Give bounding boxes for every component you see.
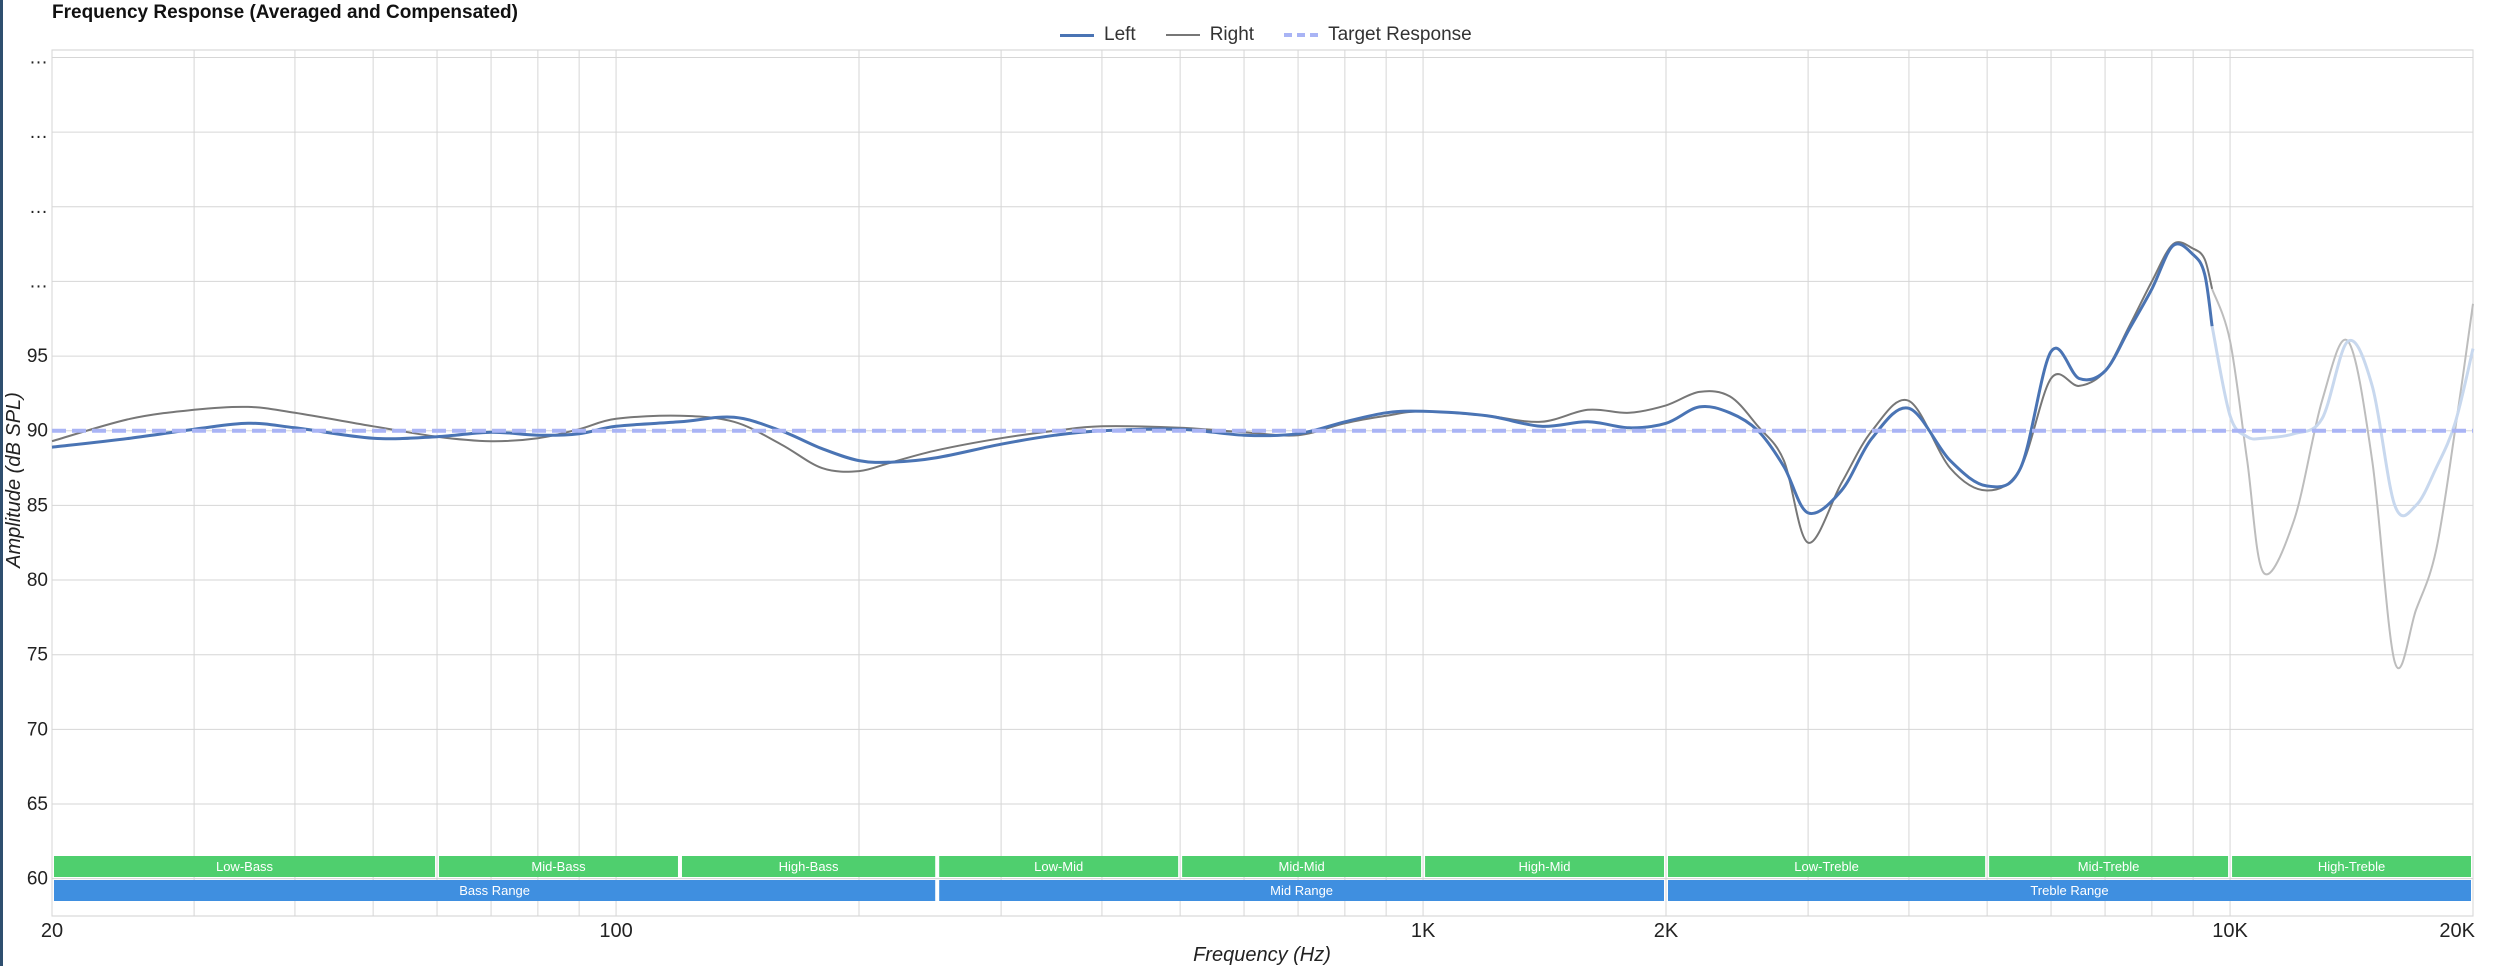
legend-swatch-left — [1060, 33, 1094, 37]
series-line-right-faded — [2211, 288, 2474, 670]
y-tick-label: 75 — [27, 645, 48, 666]
band-label: Treble Range — [2030, 883, 2108, 898]
x-tick-label: 20K — [2439, 920, 2475, 942]
band-mid-bass — [439, 856, 678, 877]
band-label: Mid-Treble — [2078, 859, 2140, 874]
band-label: High-Treble — [2318, 859, 2385, 874]
x-axis-title: Frequency (Hz) — [1193, 944, 1331, 966]
band-low-treble — [1668, 856, 1986, 877]
band-label: Mid Range — [1270, 883, 1333, 898]
y-tick-labels: 60 65 70 75 80 85 90 95 … … … … — [27, 47, 48, 889]
band-mid-mid — [1182, 856, 1422, 877]
legend-label-left: Left — [1104, 24, 1136, 45]
y-tick-label: … — [29, 47, 48, 68]
band-label: Low-Treble — [1794, 859, 1859, 874]
series-line-left — [51, 242, 2214, 516]
band-low-mid — [939, 856, 1179, 877]
legend-item-target[interactable]: Target Response — [1284, 24, 1472, 46]
y-tick-label: 95 — [27, 346, 48, 367]
band-mid-treble — [1989, 856, 2229, 877]
y-axis-title: Amplitude (dB SPL) — [3, 392, 25, 569]
y-tick-label: … — [29, 197, 48, 218]
band-label: Mid-Mid — [1278, 859, 1324, 874]
plot-frame — [51, 49, 2474, 917]
band-label: High-Mid — [1519, 859, 1571, 874]
legend-swatch-right — [1165, 34, 1200, 36]
y-tick-label: 90 — [27, 421, 48, 442]
y-tick-label: 65 — [27, 794, 48, 815]
x-tick-label: 10K — [2212, 920, 2248, 942]
band-mid-range — [939, 880, 1664, 901]
legend-item-right[interactable]: Right — [1165, 24, 1255, 46]
band-label: Mid-Bass — [531, 859, 586, 874]
band-treble-range — [1668, 880, 2471, 901]
band-label: Low-Mid — [1034, 859, 1083, 874]
y-tick-label: … — [29, 122, 48, 143]
x-tick-label: 20 — [41, 920, 63, 942]
band-low-bass — [54, 856, 436, 877]
band-high-mid — [1425, 856, 1664, 877]
band-high-treble — [2232, 856, 2471, 877]
band-bass-range — [54, 880, 936, 901]
band-high-bass — [681, 856, 936, 877]
series-line-right — [51, 241, 2214, 544]
band-label: Low-Bass — [216, 859, 274, 874]
band-label: High-Bass — [779, 859, 839, 874]
x-tick-label: 100 — [599, 920, 632, 942]
grid-lines — [51, 49, 2474, 917]
chart-title: Frequency Response (Averaged and Compens… — [52, 2, 518, 23]
y-tick-label: 70 — [27, 719, 48, 740]
legend-item-left[interactable]: Left — [1060, 24, 1136, 46]
frequency-bands: Low-Bass Mid-Bass High-Bass Low-Mid Mid-Mid H… — [54, 856, 2471, 901]
legend-label-target: Target Response — [1328, 24, 1472, 45]
series-line-left-faded — [2210, 325, 2475, 518]
y-tick-label: … — [29, 271, 48, 292]
x-tick-label: 1K — [1411, 920, 1436, 942]
legend-label-right: Right — [1209, 24, 1255, 45]
window-left-edge — [0, 0, 3, 966]
y-tick-label: 85 — [27, 495, 48, 516]
x-tick-label: 2K — [1654, 920, 1679, 942]
y-tick-label: 80 — [27, 570, 48, 591]
legend-swatch-target — [1284, 33, 1319, 37]
x-tick-labels: 20 100 1K 2K 10K 20K — [41, 920, 2476, 942]
chart-legend: Left Right Target Response — [1060, 24, 1472, 46]
band-label: Bass Range — [459, 883, 530, 898]
series-lines — [51, 241, 2475, 670]
y-tick-label: 60 — [27, 869, 48, 890]
